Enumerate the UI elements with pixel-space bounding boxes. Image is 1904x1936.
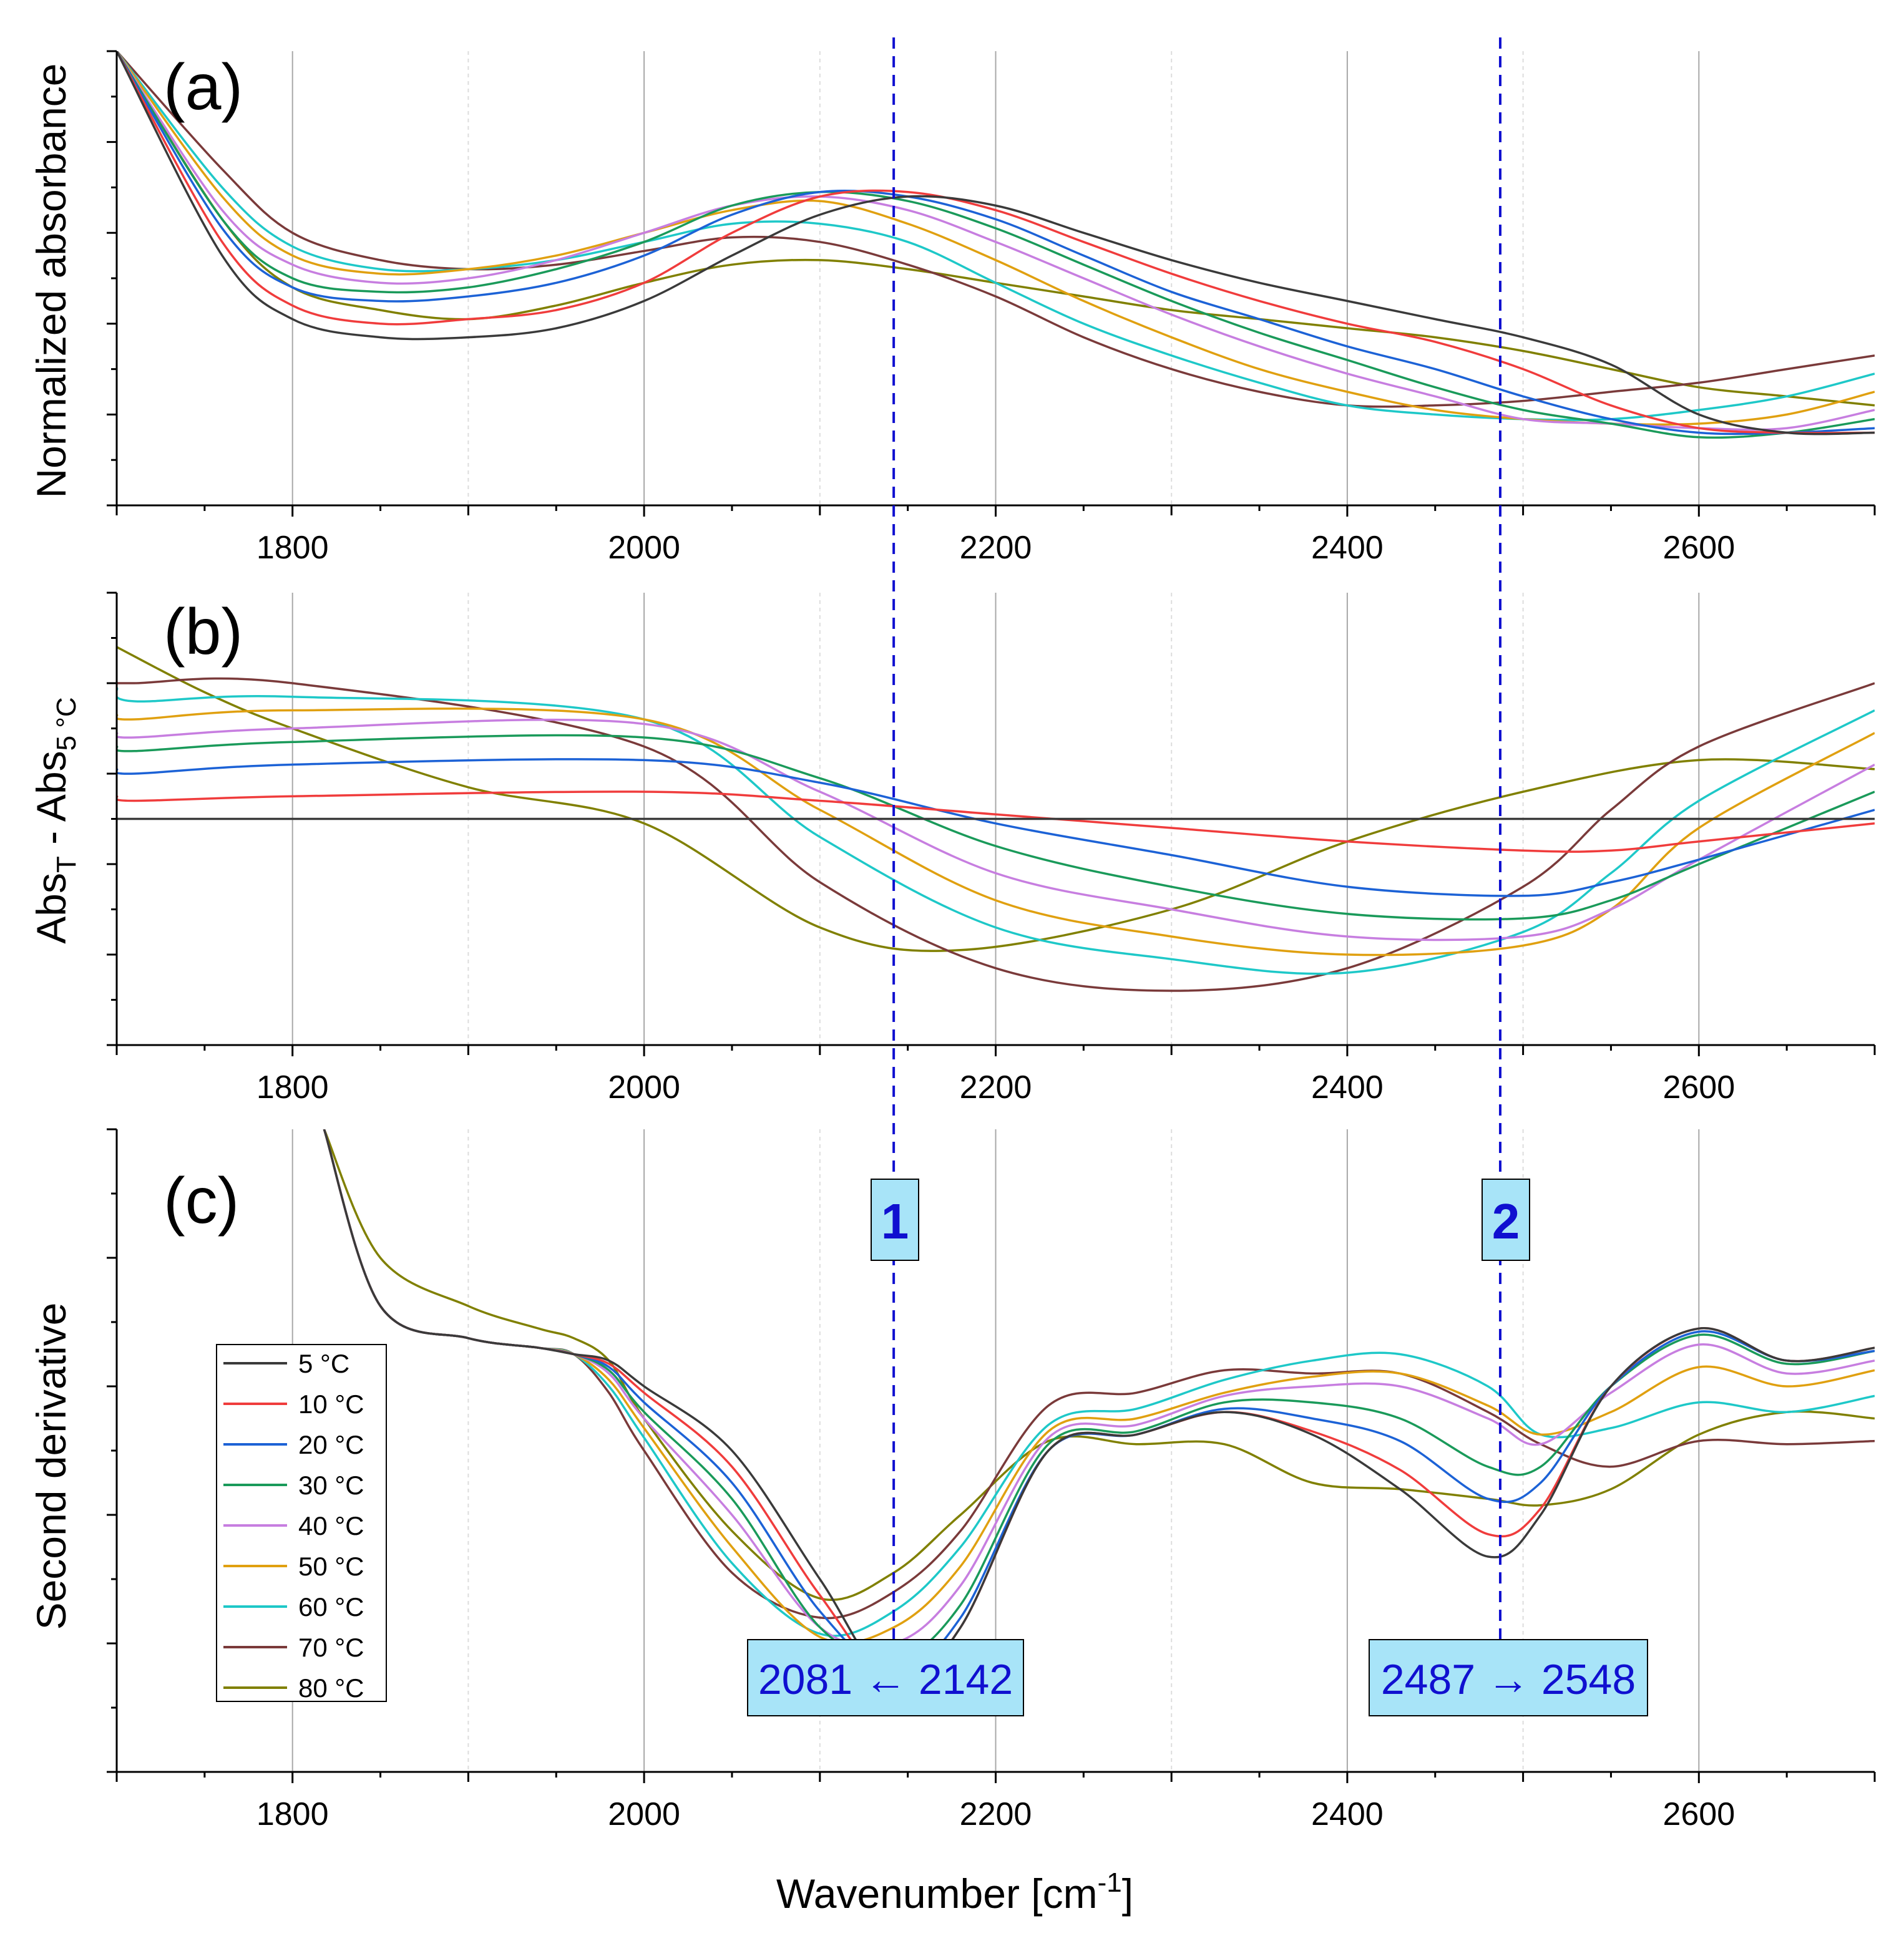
panel-b-ylabel-main: Abs (28, 873, 74, 944)
panel-c-label: (c) (164, 1165, 239, 1237)
legend-label-20c: 20 °C (298, 1430, 364, 1459)
panel-a-series-40c (117, 51, 1875, 431)
panel-b-xtick-label-1800: 1800 (256, 1069, 329, 1106)
panel-a-ylabel: Normalized absorbance (28, 63, 74, 498)
legend-label-10c: 10 °C (298, 1389, 364, 1419)
panel-b-series-30c (117, 734, 1875, 921)
panel-b-ylabel-sub1: T (51, 856, 82, 873)
panel-a-series-60c (117, 51, 1875, 421)
panel-b-series-50c (117, 708, 1875, 956)
panel-b-label: (b) (164, 596, 243, 668)
panel-c-series (323, 1129, 1875, 1688)
panel-c-xtick-label-2000: 2000 (608, 1796, 680, 1832)
x-axis-title-main: Wavenumber [cm (776, 1870, 1098, 1917)
panel-c-series-80c (323, 1129, 1875, 1602)
panel-a-xtick-label-2400: 2400 (1311, 530, 1384, 566)
panel-c-ylabel: Second derivative (28, 1303, 74, 1630)
legend-label-5c: 5 °C (298, 1349, 349, 1378)
panel-c-xtick-label-2400: 2400 (1311, 1796, 1384, 1832)
panel-a-axes (107, 50, 1876, 517)
legend-label-50c: 50 °C (298, 1552, 364, 1581)
legend-label-80c: 80 °C (298, 1673, 364, 1703)
x-axis-title: Wavenumber [cm-1] (776, 1867, 1133, 1917)
panel-a-xtick-label-1800: 1800 (256, 530, 329, 566)
panel-c-xtick-label-2200: 2200 (960, 1796, 1032, 1832)
panel-a-series (117, 51, 1875, 439)
panel-b-series-40c (117, 718, 1875, 941)
panel-a: 1800 2000 2200 2400 2600 (a) Normalized abso… (28, 50, 1876, 566)
shift-1-text: 2081 ← 2142 (758, 1656, 1013, 1703)
x-axis-title-sup: -1 (1098, 1867, 1122, 1898)
marker-label-1: 1 (881, 1194, 909, 1249)
panel-b-xtick-label-2400: 2400 (1311, 1069, 1384, 1106)
shift-1-box: 2081 ← 2142 (747, 1639, 1024, 1716)
panel-b-xtick-label-2600: 2600 (1662, 1069, 1735, 1106)
shift-2-box: 2487 → 2548 (1369, 1639, 1648, 1716)
legend-label-30c: 30 °C (298, 1471, 364, 1500)
marker-label-2: 2 (1492, 1194, 1520, 1249)
panel-b-series-80c (117, 646, 1875, 952)
panel-a-tick-labels: 1800 2000 2200 2400 2600 (256, 530, 1735, 566)
shift-2-text: 2487 → 2548 (1381, 1656, 1636, 1703)
legend: 5 °C 10 °C 20 °C 30 °C 40 °C 50 °C 60 °C 70 °C 8… (216, 1344, 387, 1703)
marker-label-2-box: 2 (1482, 1179, 1530, 1261)
legend-items: 5 °C 10 °C 20 °C 30 °C 40 °C 50 °C 60 °C 70 °C 8… (223, 1349, 364, 1703)
panel-b-series-20c (117, 758, 1875, 897)
panel-a-xtick-label-2200: 2200 (960, 530, 1032, 566)
panel-a-series-70c (117, 51, 1875, 408)
legend-label-40c: 40 °C (298, 1511, 364, 1540)
panel-b-ylabel: AbsT - Abs5 °C (28, 697, 82, 943)
legend-label-60c: 60 °C (298, 1592, 364, 1622)
panel-a-series-10c (117, 51, 1875, 434)
panel-b-ylabel-sub2: 5 °C (51, 697, 82, 751)
panel-c: 1800 2000 2200 2400 2600 (c) Second derivati… (28, 1128, 1876, 1832)
marker-label-1-box: 1 (871, 1179, 919, 1261)
panel-b: 1800 2000 2200 2400 2600 (b) AbsT - Abs5 °C (28, 591, 1876, 1106)
marker-lines (892, 37, 1501, 1647)
panel-c-xtick-label-2600: 2600 (1662, 1796, 1735, 1832)
panel-b-series-70c (117, 677, 1875, 992)
panel-c-axes (107, 1128, 1876, 1783)
x-axis-title-close: ] (1122, 1870, 1133, 1917)
panel-b-ylabel-mid: - Abs (28, 751, 74, 856)
panel-b-series-60c (117, 686, 1875, 975)
panel-a-series-5c (117, 51, 1875, 435)
panel-a-label: (a) (164, 51, 243, 124)
panel-a-series-20c (117, 51, 1875, 435)
panel-a-series-80c (117, 51, 1875, 407)
panel-a-xtick-label-2600: 2600 (1662, 530, 1735, 566)
panel-b-xtick-label-2200: 2200 (960, 1069, 1032, 1106)
panel-c-xtick-label-1800: 1800 (256, 1796, 329, 1832)
panel-b-xtick-label-2000: 2000 (608, 1069, 680, 1106)
panel-b-axes (107, 591, 1876, 1056)
panel-a-series-30c (117, 51, 1875, 439)
panel-b-series (117, 646, 1875, 992)
panel-b-tick-labels: 1800 2000 2200 2400 2600 (256, 1069, 1735, 1106)
panel-a-xtick-label-2000: 2000 (608, 530, 680, 566)
legend-label-70c: 70 °C (298, 1633, 364, 1662)
panel-c-tick-labels: 1800 2000 2200 2400 2600 (256, 1796, 1735, 1832)
panel-c-series-5c (323, 1129, 1875, 1688)
